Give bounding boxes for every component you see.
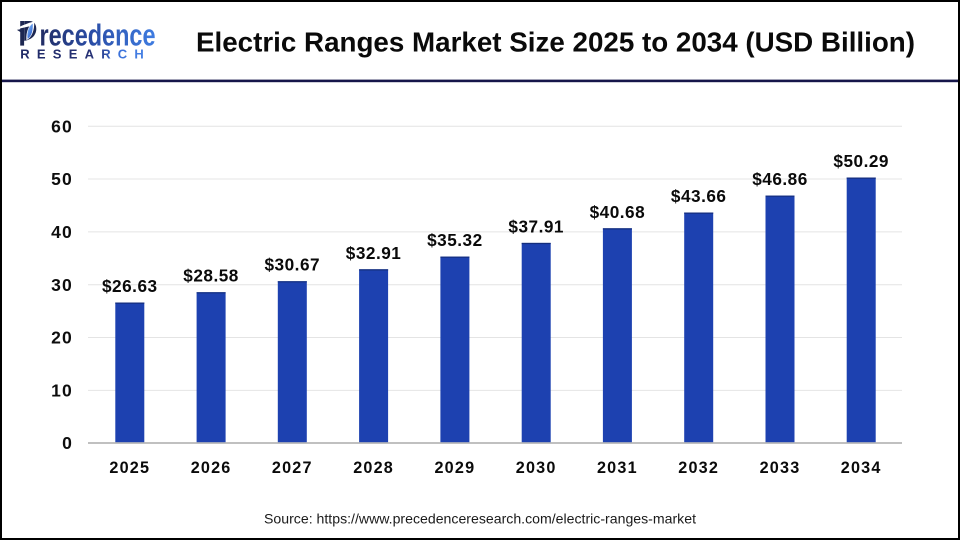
svg-text:$32.91: $32.91 (346, 243, 402, 263)
svg-text:$35.32: $35.32 (427, 230, 483, 250)
svg-text:Source: https://www.precedence: Source: https://www.precedenceresearch.c… (264, 511, 696, 527)
svg-text:30: 30 (51, 275, 73, 295)
svg-text:2033: 2033 (760, 459, 801, 477)
svg-text:$40.68: $40.68 (590, 202, 646, 222)
svg-text:40: 40 (51, 222, 73, 242)
svg-text:2029: 2029 (434, 459, 475, 477)
svg-text:recedence: recedence (40, 18, 156, 53)
svg-text:Electric Ranges Market Size 20: Electric Ranges Market Size 2025 to 2034… (196, 27, 915, 58)
svg-text:10: 10 (51, 381, 73, 401)
svg-text:$46.86: $46.86 (752, 169, 808, 189)
svg-text:$37.91: $37.91 (508, 216, 564, 236)
svg-text:2027: 2027 (272, 459, 313, 477)
svg-text:$30.67: $30.67 (265, 255, 321, 275)
svg-text:$28.58: $28.58 (183, 266, 239, 286)
svg-text:2034: 2034 (841, 459, 882, 477)
svg-text:$43.66: $43.66 (671, 186, 727, 206)
svg-text:2026: 2026 (191, 459, 232, 477)
svg-text:50: 50 (51, 169, 73, 189)
svg-text:2028: 2028 (353, 459, 394, 477)
svg-text:2025: 2025 (109, 459, 150, 477)
svg-text:RESEARCH: RESEARCH (20, 46, 152, 61)
svg-text:20: 20 (51, 328, 73, 348)
svg-text:2030: 2030 (516, 459, 557, 477)
svg-text:60: 60 (51, 116, 73, 136)
svg-text:2031: 2031 (597, 459, 638, 477)
svg-text:0: 0 (62, 433, 73, 453)
svg-text:2032: 2032 (678, 459, 719, 477)
svg-text:$50.29: $50.29 (833, 151, 889, 171)
svg-text:$26.63: $26.63 (102, 276, 158, 296)
